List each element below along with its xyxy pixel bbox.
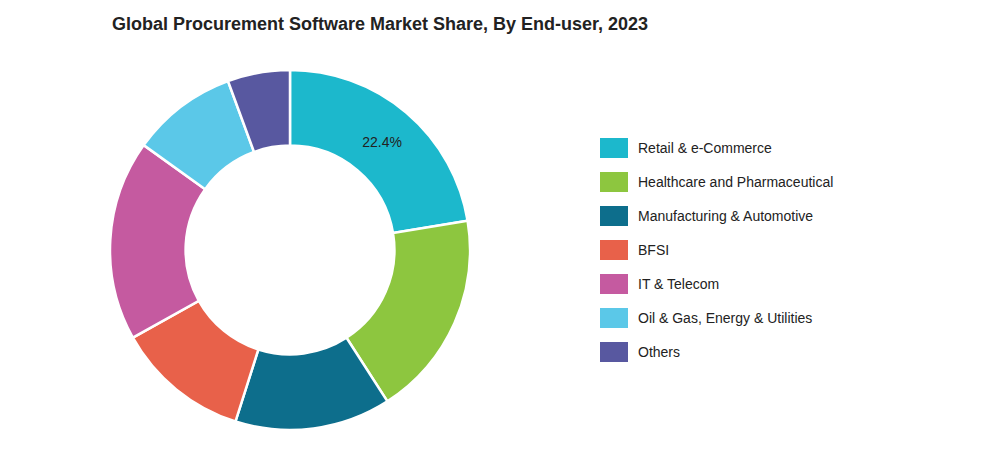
legend-swatch: [600, 138, 628, 158]
legend-swatch: [600, 240, 628, 260]
legend-item: Healthcare and Pharmaceutical: [600, 172, 833, 192]
chart: Global Procurement Software Market Share…: [0, 0, 1002, 459]
data-labels: 22.4%: [362, 134, 402, 150]
slice: [228, 70, 290, 152]
title: Global Procurement Software Market Share…: [112, 14, 648, 34]
legend-item: IT & Telecom: [600, 274, 719, 294]
legend-swatch: [600, 342, 628, 362]
legend: Retail & e-Commerce Healthcare and Pharma…: [600, 138, 833, 362]
legend-item: Others: [600, 342, 680, 362]
legend-item: Retail & e-Commerce: [600, 138, 772, 158]
legend-label: IT & Telecom: [638, 276, 719, 292]
slice: [290, 70, 468, 233]
legend-label: Oil & Gas, Energy & Utilities: [638, 310, 812, 326]
legend-label: Healthcare and Pharmaceutical: [638, 174, 833, 190]
legend-swatch: [600, 308, 628, 328]
donut: [110, 70, 470, 430]
legend-item: Manufacturing & Automotive: [600, 206, 813, 226]
legend-swatch: [600, 274, 628, 294]
legend-label: Retail & e-Commerce: [638, 140, 772, 156]
data-label: 22.4%: [362, 134, 402, 150]
legend-item: BFSI: [600, 240, 669, 260]
legend-item: Oil & Gas, Energy & Utilities: [600, 308, 812, 328]
legend-label: BFSI: [638, 242, 669, 258]
legend-swatch: [600, 206, 628, 226]
legend-label: Others: [638, 344, 680, 360]
legend-swatch: [600, 172, 628, 192]
legend-label: Manufacturing & Automotive: [638, 208, 813, 224]
